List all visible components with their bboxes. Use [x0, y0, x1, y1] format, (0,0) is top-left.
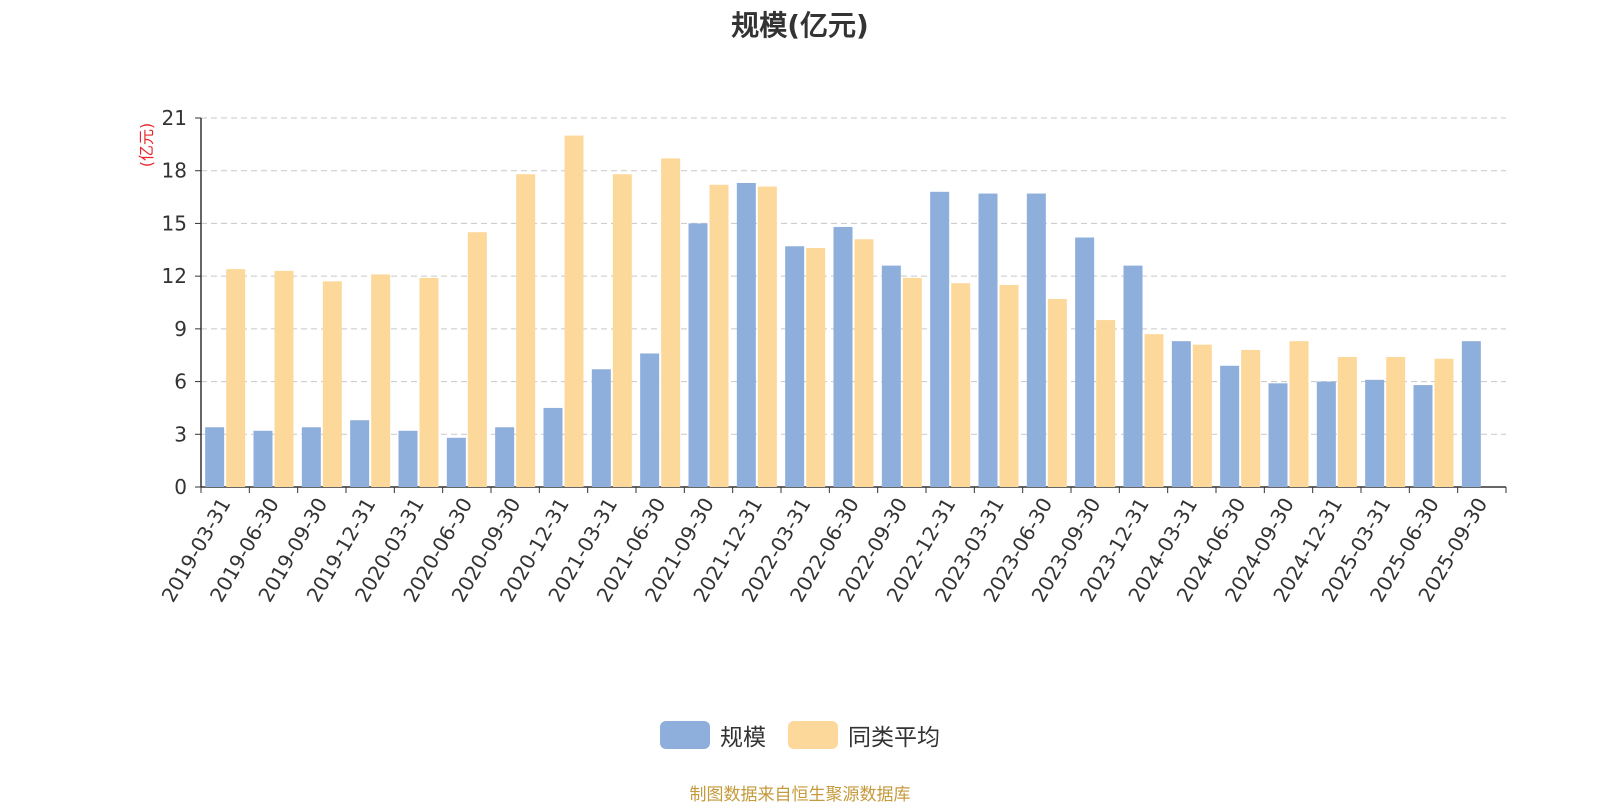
bar-peer-average — [516, 174, 536, 487]
bar-peer-average — [1434, 358, 1454, 487]
y-axis-unit-label: (亿元) — [137, 122, 156, 168]
y-tick-label: 0 — [174, 475, 187, 499]
y-tick-label: 21 — [162, 106, 187, 130]
legend-swatch-peer-average — [788, 721, 838, 749]
bar-peer-average — [612, 174, 632, 487]
bar-scale — [495, 427, 515, 487]
bar-scale — [301, 427, 321, 487]
bar-scale — [881, 265, 901, 487]
legend-item-peer-average[interactable]: 同类平均 — [788, 718, 940, 752]
legend-label-scale: 规模 — [720, 725, 766, 751]
bar-peer-average — [999, 284, 1019, 487]
y-tick-label: 3 — [174, 422, 187, 446]
bar-peer-average — [226, 269, 246, 487]
bar-peer-average — [1386, 356, 1406, 487]
bar-scale — [736, 183, 756, 487]
bar-peer-average — [951, 283, 971, 487]
bar-scale — [1171, 341, 1191, 487]
bar-scale — [591, 369, 611, 487]
bar-scale — [930, 191, 950, 488]
bar-scale — [1075, 237, 1095, 487]
bar-scale — [253, 430, 273, 487]
bar-scale — [398, 430, 418, 487]
bar-scale — [446, 437, 466, 487]
bar-scale — [640, 353, 660, 487]
bar-scale — [785, 246, 805, 487]
bar-peer-average — [1047, 298, 1067, 487]
bar-peer-average — [274, 270, 294, 487]
bar-scale — [543, 407, 563, 487]
legend: 规模 同类平均 — [0, 718, 1600, 752]
bar-scale — [350, 420, 370, 487]
bar-peer-average — [564, 135, 584, 488]
bar-scale — [1220, 365, 1240, 487]
bar-scale — [205, 427, 225, 487]
y-tick-label: 9 — [174, 317, 187, 341]
bar-peer-average — [709, 184, 729, 487]
bar-scale — [1316, 381, 1336, 487]
chart-title: 规模(亿元) — [731, 9, 869, 42]
bar-peer-average — [757, 186, 777, 487]
y-tick-label: 12 — [162, 264, 187, 288]
bar-scale — [688, 223, 708, 487]
bar-peer-average — [419, 277, 439, 487]
legend-swatch-scale — [660, 721, 710, 749]
bar-scale — [833, 226, 853, 487]
bar-peer-average — [322, 281, 342, 487]
y-tick-label: 6 — [174, 370, 187, 394]
y-tick-label: 18 — [162, 159, 187, 183]
bar-scale — [1413, 385, 1433, 487]
bar-peer-average — [902, 277, 922, 487]
bar-scale — [1123, 265, 1143, 487]
bar-peer-average — [371, 274, 391, 487]
bar-peer-average — [1192, 344, 1212, 487]
bar-scale — [1365, 379, 1385, 487]
y-tick-label: 15 — [162, 211, 187, 235]
bar-scale — [1461, 341, 1481, 487]
data-source-note: 制图数据来自恒生聚源数据库 — [689, 785, 911, 805]
bar-peer-average — [1241, 349, 1261, 487]
bar-scale — [978, 193, 998, 488]
bar-peer-average — [854, 239, 874, 487]
legend-label-peer-average: 同类平均 — [848, 725, 940, 751]
bar-peer-average — [1096, 320, 1116, 487]
bar-peer-average — [467, 232, 487, 487]
bar-peer-average — [1337, 356, 1357, 487]
legend-item-scale[interactable]: 规模 — [660, 718, 766, 752]
bar-scale — [1026, 193, 1046, 488]
bar-peer-average — [661, 158, 681, 487]
bar-scale — [1268, 383, 1288, 487]
bar-peer-average — [1289, 341, 1309, 487]
bar-peer-average — [1144, 334, 1164, 487]
bar-peer-average — [806, 248, 826, 487]
